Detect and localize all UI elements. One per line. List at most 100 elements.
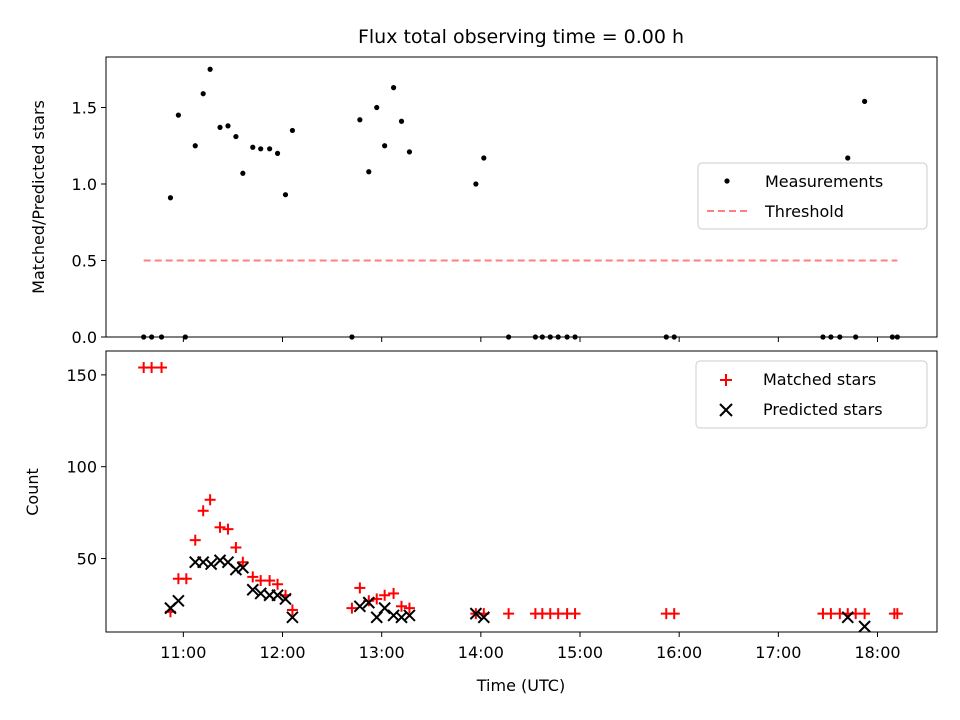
predicted-stars-point	[858, 620, 871, 633]
x-axis-label: Time (UTC)	[476, 676, 565, 695]
measurements-point	[289, 127, 296, 134]
count-plot-area	[138, 362, 903, 633]
x-tick-label: 17:00	[755, 643, 801, 662]
measurements-point	[845, 155, 851, 161]
matched-stars-point	[222, 523, 234, 535]
matched-stars-point	[189, 534, 201, 546]
predicted-stars-point	[362, 596, 375, 609]
matched-stars-point	[354, 582, 366, 594]
ratio-legend: Measurements Threshold	[697, 162, 928, 230]
y-tick-label: 1.5	[72, 98, 97, 117]
measurements-point	[862, 98, 868, 104]
ratio-y-axis-label: Matched/Predicted stars	[29, 100, 48, 294]
matched-stars-point	[286, 604, 298, 616]
matched-stars-point	[230, 542, 242, 554]
matched-stars-point	[156, 362, 168, 374]
matched-stars-point	[569, 608, 581, 620]
x-tick-label: 18:00	[854, 643, 900, 662]
matched-stars-point	[237, 556, 249, 568]
count-panel-frame	[105, 350, 938, 633]
matched-stars-point	[403, 602, 415, 614]
matched-stars-point	[891, 608, 903, 620]
predicted-stars-point	[172, 594, 185, 607]
predicted-stars-point	[236, 561, 250, 574]
measurements-point	[192, 143, 198, 149]
predicted-stars-point	[353, 600, 367, 613]
measurements-point	[207, 66, 213, 72]
matched-stars-point	[346, 602, 358, 614]
matched-stars-point	[388, 587, 400, 599]
measurements-point	[282, 192, 289, 198]
measurements-point	[258, 146, 264, 152]
measurements-point	[200, 91, 206, 97]
measurements-point	[267, 146, 273, 152]
x-tick-label: 12:00	[259, 643, 305, 662]
matched-stars-point	[859, 608, 871, 620]
measurements-point	[390, 85, 397, 91]
matched-stars-point	[272, 578, 284, 590]
predicted-stars-point	[229, 563, 243, 576]
measurements-point	[473, 181, 479, 187]
x-tick-label: 11:00	[160, 643, 206, 662]
matched-stars-point	[668, 608, 680, 620]
measurements-point	[398, 118, 405, 124]
matched-stars-point	[204, 494, 216, 506]
y-tick-label: 0.5	[72, 251, 97, 270]
measurements-point	[274, 150, 281, 156]
measurements-point	[175, 112, 181, 118]
measurements-point	[240, 170, 246, 176]
measurements-point	[374, 104, 380, 111]
predicted-stars-point	[469, 607, 483, 620]
measurements-point	[481, 155, 487, 161]
ratio-y-axis: 0.0 0.5 1.0 1.5	[72, 98, 106, 347]
measurements-point	[406, 149, 413, 155]
legend-matched-marker	[720, 374, 732, 386]
x-tick-label: 13:00	[359, 643, 405, 662]
y-tick-label: 150	[66, 366, 97, 385]
measurements-point	[357, 117, 363, 123]
matched-stars-point	[197, 505, 209, 517]
ratio-panel-frame	[105, 56, 938, 338]
matched-stars-point	[396, 600, 408, 612]
predicted-stars-point	[378, 601, 391, 615]
matched-stars-point	[146, 362, 158, 374]
matched-stars-point	[214, 521, 226, 533]
predicted-stars-point	[403, 609, 416, 622]
matched-stars-point	[180, 573, 192, 585]
y-tick-label: 1.0	[72, 175, 97, 194]
count-y-axis-label: Count	[23, 468, 42, 516]
y-tick-label: 50	[77, 550, 97, 569]
predicted-stars-point	[477, 611, 491, 624]
matched-stars-point	[503, 608, 515, 620]
y-tick-label: 0.0	[72, 328, 97, 347]
legend-threshold-label: Threshold	[764, 202, 844, 221]
count-legend-box	[695, 360, 928, 429]
ratio-legend-box	[697, 162, 928, 230]
ratio-x-axis-ticks	[182, 337, 879, 342]
y-tick-label: 100	[66, 458, 97, 477]
chart-title: Flux total observing time = 0.00 h	[358, 26, 684, 48]
matched-stars-point	[264, 575, 276, 587]
predicted-stars-point	[204, 557, 218, 571]
measurements-point	[225, 123, 231, 129]
legend-measurements-label: Measurements	[765, 172, 883, 191]
count-legend: Matched stars Predicted stars	[695, 360, 928, 429]
legend-measurements-marker	[724, 178, 730, 184]
measurements-point	[366, 169, 372, 175]
predicted-stars-point	[279, 592, 292, 606]
measurements-point	[167, 195, 174, 201]
x-tick-label: 14:00	[458, 643, 504, 662]
matched-stars-point	[379, 589, 391, 601]
measurements-point	[250, 144, 256, 150]
legend-matched-label: Matched stars	[763, 370, 876, 389]
count-x-axis: 11:00 12:00 13:00 14:00 15:00 16:00 17:00 18:00	[160, 632, 901, 662]
legend-predicted-marker	[719, 403, 733, 417]
predicted-stars-point	[841, 611, 854, 624]
predicted-stars-point	[271, 589, 284, 602]
measurements-point	[217, 124, 223, 130]
predicted-stars-point	[246, 583, 259, 596]
measurements-point	[233, 133, 239, 140]
